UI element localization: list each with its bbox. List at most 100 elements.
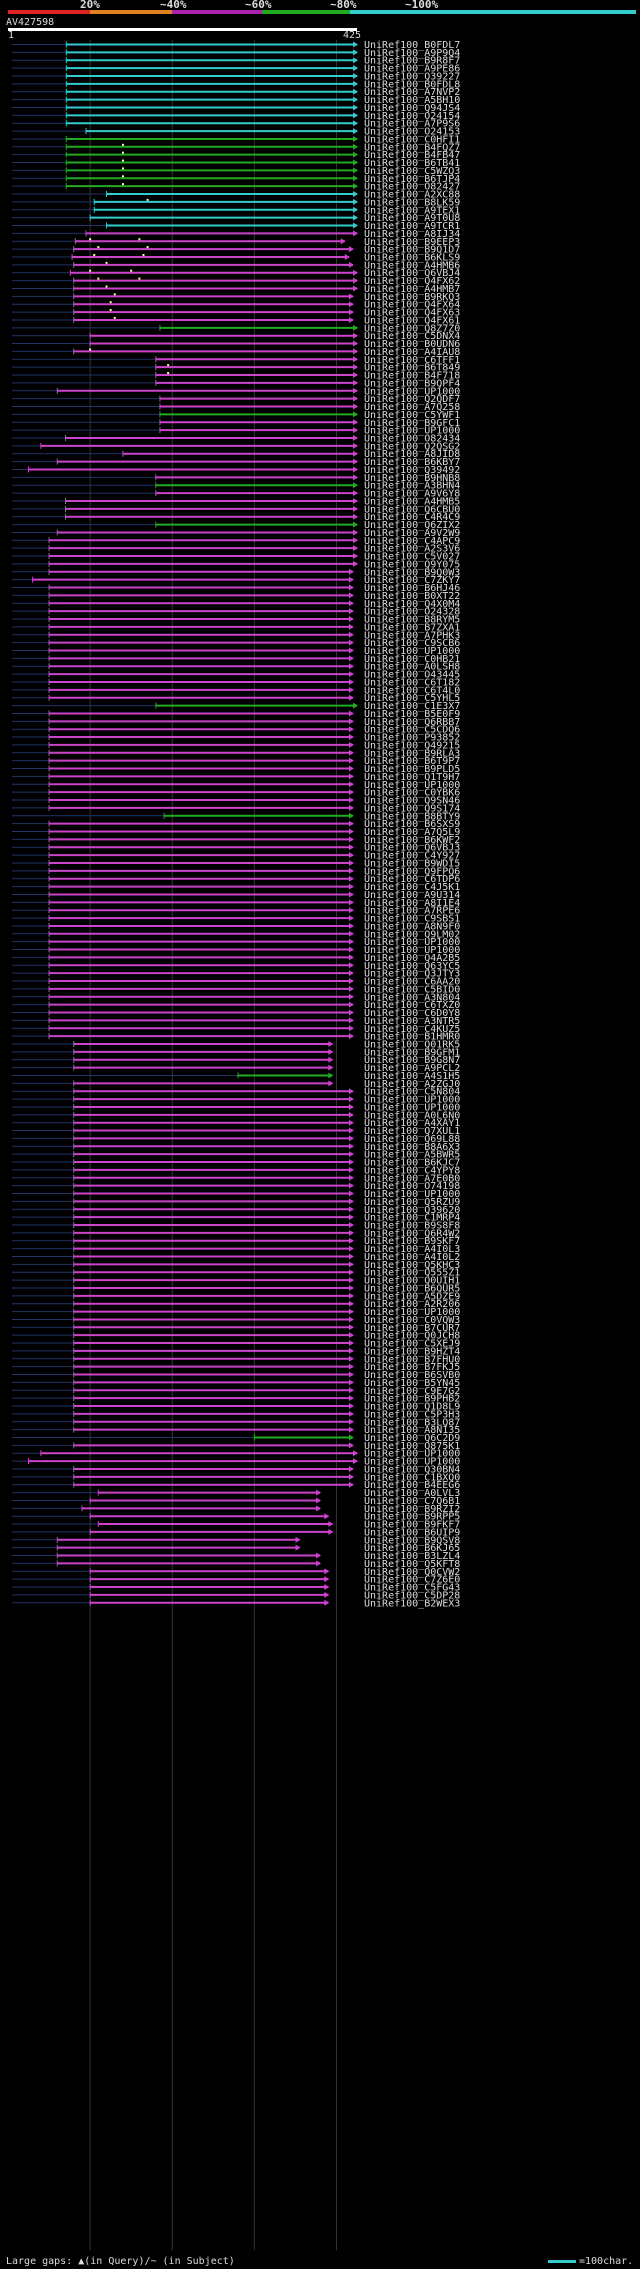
row-label: UniRef100_C5XEJ9 [364,1339,460,1350]
alignment-end-arrow [348,1182,354,1189]
alignment-end-arrow [348,1025,354,1032]
alignment-end-arrow [348,883,354,890]
row-label: UniRef100_A8N135 [364,1425,460,1436]
row-label: UniRef100_B6T849 [364,363,460,374]
alignment-end-arrow [348,1206,354,1213]
row-label: UniRef100_Q6CBU0 [364,504,460,515]
row-label: UniRef100_A8N9F0 [364,921,460,932]
row-label: UniRef100_B3LQ87 [364,1417,460,1428]
alignment-end-arrow [348,1387,354,1394]
row-label: UniRef100_B9GFC1 [364,418,460,429]
alignment-end-arrow [348,828,354,835]
alignment-end-arrow [324,1584,330,1591]
gap-marker [109,301,112,304]
gap-marker [113,316,116,319]
row-label: UniRef100_C0HB21 [364,654,460,665]
row-label: UniRef100_A8IJ34 [364,229,460,240]
alignment-end-arrow [348,1340,354,1347]
row-label: UniRef100_Q4FX63 [364,308,460,319]
alignment-end-arrow [344,253,350,260]
row-label: UniRef100_UP1000 [364,945,460,956]
alignment-end-arrow [348,1103,354,1110]
row-label: UniRef100_A8I1E4 [364,898,460,909]
alignment-end-arrow [353,379,358,386]
row-label: UniRef100_A9U314 [364,890,460,901]
identity-scale-segment [172,10,262,14]
row-label: UniRef100_B8LK59 [364,197,460,208]
alignment-end-arrow [348,639,354,646]
row-label: UniRef100_B5E0F9 [364,709,460,720]
row-label: UniRef100_Q9S174 [364,803,460,814]
alignment-end-arrow [348,623,354,630]
alignment-end-arrow [353,466,358,473]
alignment-end-arrow [324,1591,330,1598]
row-label: UniRef100_B6SXS9 [364,819,460,830]
row-label: UniRef100_A9PE86 [364,64,460,75]
gap-marker [138,277,141,280]
alignment-end-arrow [348,694,354,701]
alignment-end-arrow [348,1253,354,1260]
alignment-end-arrow [348,584,354,591]
row-label: UniRef100_B8A6X3 [364,1142,460,1153]
row-label: UniRef100_B6UIP9 [364,1527,460,1538]
row-label: UniRef100_A7P9S6 [364,119,460,130]
alignment-end-arrow [328,1048,334,1055]
row-label: UniRef100_A5BH10 [364,95,460,106]
row-label: UniRef100_Q9FPQ6 [364,866,460,877]
alignment-end-arrow [348,938,354,945]
row-label: UniRef100_C4KUZ5 [364,1024,460,1035]
alignment-end-arrow [353,222,358,229]
alignment-end-arrow [348,985,354,992]
row-label: UniRef100_UP1000 [364,1307,460,1318]
alignment-end-arrow [353,191,358,198]
alignment-end-arrow [353,285,358,292]
alignment-end-arrow [348,1371,354,1378]
row-label: UniRef100_C5YWF1 [364,410,460,421]
alignment-end-arrow [328,1040,334,1047]
alignment-end-arrow [353,537,358,544]
row-label: UniRef100_B7CUR7 [364,1323,460,1334]
alignment-end-arrow [348,616,354,623]
alignment-end-arrow [353,411,358,418]
row-label: UniRef100_Q39227 [364,71,460,82]
identity-scale-segment [90,10,172,14]
gap-marker [93,253,96,256]
identity-scale-label: ~60% [245,0,272,11]
row-label: UniRef100_Q0UIH1 [364,1276,460,1287]
alignment-end-arrow [353,387,358,394]
alignment-end-arrow [348,922,354,929]
alignment-end-arrow [348,1316,354,1323]
row-label: UniRef100_A2ZGJ0 [364,1079,460,1090]
row-label: UniRef100_Q5KFT8 [364,1559,460,1570]
row-label: UniRef100_C1MRP4 [364,1213,460,1224]
alignment-end-arrow [324,1513,330,1520]
row-label: UniRef100_A9PCL2 [364,1063,460,1074]
row-label: UniRef100_O24328 [364,607,460,618]
row-label: UniRef100_Q94JS4 [364,103,460,114]
identity-scale-segment [350,10,636,14]
row-label: UniRef100_C5CDQ6 [364,725,460,736]
alignment-end-arrow [348,820,354,827]
alignment-end-arrow [353,435,358,441]
row-label: UniRef100_C4Y927 [364,851,460,862]
row-label: UniRef100_B7FHU0 [364,1354,460,1365]
gap-marker [97,246,100,249]
alignment-end-arrow [353,505,358,512]
row-label: UniRef100_O82434 [364,434,460,445]
alignment-end-arrow [348,1017,354,1024]
alignment-end-arrow [348,1292,354,1299]
alignment-end-arrow [348,301,354,308]
alignment-end-arrow [353,167,358,174]
alignment-end-arrow [353,1450,358,1457]
row-label: UniRef100_C5BID0 [364,984,460,995]
row-label: UniRef100_Q2QSG2 [364,441,460,452]
alignment-end-arrow [295,1536,301,1543]
alignment-end-arrow [353,120,358,127]
alignment-end-arrow [348,1379,354,1386]
row-label: UniRef100_A2XC88 [364,190,460,201]
row-label: UniRef100_A4XAY1 [364,1118,460,1129]
alignment-end-arrow [348,1403,354,1410]
row-label: UniRef100_C6AA20 [364,977,460,988]
alignment-end-arrow [353,151,358,158]
row-label: UniRef100_B0UDN6 [364,339,460,350]
